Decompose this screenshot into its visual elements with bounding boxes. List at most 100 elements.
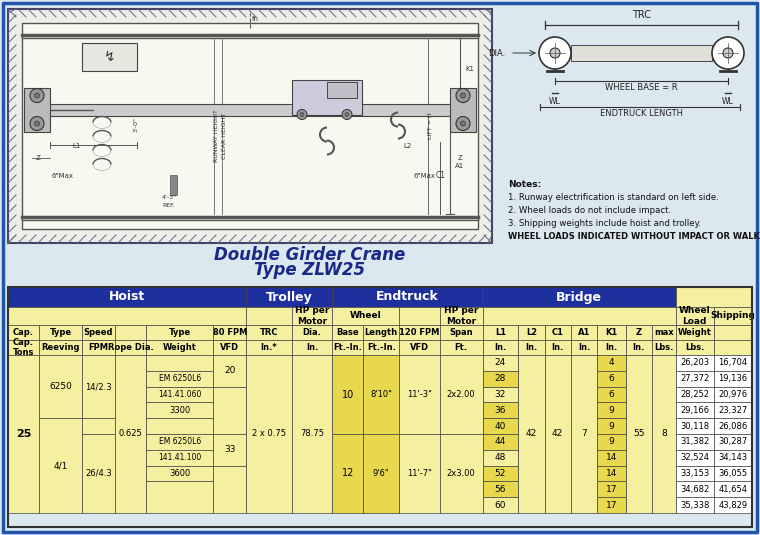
Bar (363, 325, 399, 340)
Text: K1: K1 (605, 328, 617, 337)
Text: 3600: 3600 (169, 469, 190, 478)
Text: 9'6": 9'6" (373, 469, 390, 478)
Bar (292, 80, 362, 114)
Text: 16,704: 16,704 (718, 358, 748, 368)
Bar (597, 418, 625, 434)
Text: REF.: REF. (162, 203, 175, 208)
Bar (82, 434, 116, 513)
Text: 34,682: 34,682 (680, 485, 709, 494)
Text: 43,829: 43,829 (718, 501, 748, 510)
Bar (147, 340, 213, 355)
Text: Type ZLW25: Type ZLW25 (255, 261, 366, 279)
Bar (714, 387, 752, 402)
Bar (571, 340, 597, 355)
Bar (714, 371, 752, 387)
Text: 17: 17 (606, 501, 617, 510)
Text: 11'-3": 11'-3" (407, 390, 432, 399)
Text: 10: 10 (342, 389, 354, 400)
Circle shape (297, 110, 307, 119)
Bar (483, 340, 518, 355)
Text: 56: 56 (495, 485, 506, 494)
Bar (439, 434, 483, 513)
Bar (571, 355, 597, 513)
Text: 80 FPM: 80 FPM (213, 328, 247, 337)
Text: 23,327: 23,327 (718, 406, 748, 415)
Bar (116, 355, 147, 513)
Text: In.: In. (605, 343, 617, 352)
Bar (714, 340, 752, 355)
Bar (116, 325, 147, 340)
Text: LIFT = H: LIFT = H (427, 113, 432, 140)
Bar (625, 355, 652, 513)
Bar (332, 287, 483, 307)
Bar (39, 340, 82, 355)
Bar (597, 387, 625, 402)
Text: 60: 60 (495, 501, 506, 510)
Text: RUNWAY HEIGHT: RUNWAY HEIGHT (214, 110, 220, 163)
Bar (82, 325, 116, 340)
Bar (213, 340, 246, 355)
Bar (147, 465, 213, 482)
Circle shape (539, 37, 571, 69)
Bar (676, 434, 714, 450)
Circle shape (723, 48, 733, 58)
Bar (213, 355, 246, 387)
Text: 33,153: 33,153 (680, 469, 709, 478)
Bar (116, 340, 147, 355)
Bar (439, 307, 483, 325)
Text: K1: K1 (465, 66, 474, 72)
Text: Double Girder Crane: Double Girder Crane (214, 246, 406, 264)
Bar (332, 340, 363, 355)
Bar (483, 450, 518, 465)
Bar (8, 9, 492, 243)
Bar (399, 307, 439, 325)
Text: Trolley: Trolley (266, 291, 313, 303)
Bar (676, 465, 714, 482)
Text: 44: 44 (495, 438, 506, 446)
Text: Notes:: Notes: (508, 180, 541, 189)
Bar (483, 465, 518, 482)
Text: Wheel
Load: Wheel Load (679, 307, 711, 326)
Text: 9: 9 (609, 422, 614, 431)
Text: 2 x 0.75: 2 x 0.75 (252, 430, 286, 439)
Bar (676, 340, 714, 355)
Text: 36,055: 36,055 (718, 469, 748, 478)
Bar (292, 325, 332, 340)
Text: 6: 6 (609, 374, 614, 383)
Text: Ft.-In.: Ft.-In. (367, 343, 396, 352)
Bar (676, 450, 714, 465)
Text: 14: 14 (606, 469, 617, 478)
Text: Dia.: Dia. (302, 328, 321, 337)
Text: 8'10": 8'10" (370, 390, 392, 399)
Bar (714, 497, 752, 513)
Text: 32,524: 32,524 (680, 453, 709, 462)
Bar (327, 81, 357, 97)
Bar (22, 23, 478, 229)
Bar (676, 497, 714, 513)
Text: 120 FPM: 120 FPM (399, 328, 439, 337)
Bar (82, 43, 137, 71)
Text: L1: L1 (495, 328, 506, 337)
Bar (24, 88, 50, 132)
Text: 26/4.3: 26/4.3 (85, 469, 112, 478)
Bar (39, 418, 82, 513)
Bar (597, 482, 625, 497)
Bar (676, 287, 752, 307)
Bar (544, 325, 571, 340)
Bar (39, 325, 82, 340)
Bar (483, 482, 518, 497)
Text: 2x2.00: 2x2.00 (447, 390, 476, 399)
Bar (714, 465, 752, 482)
Bar (714, 450, 752, 465)
Text: L1: L1 (72, 142, 81, 149)
Text: 29,166: 29,166 (680, 406, 709, 415)
Bar (652, 355, 676, 513)
Text: In.: In. (306, 343, 318, 352)
Bar (597, 340, 625, 355)
Text: A1: A1 (455, 163, 464, 169)
Circle shape (712, 37, 744, 69)
Bar (82, 340, 116, 355)
Text: ENDTRUCK LENGTH: ENDTRUCK LENGTH (600, 109, 683, 118)
Text: 7: 7 (581, 430, 587, 439)
Bar (399, 325, 439, 340)
